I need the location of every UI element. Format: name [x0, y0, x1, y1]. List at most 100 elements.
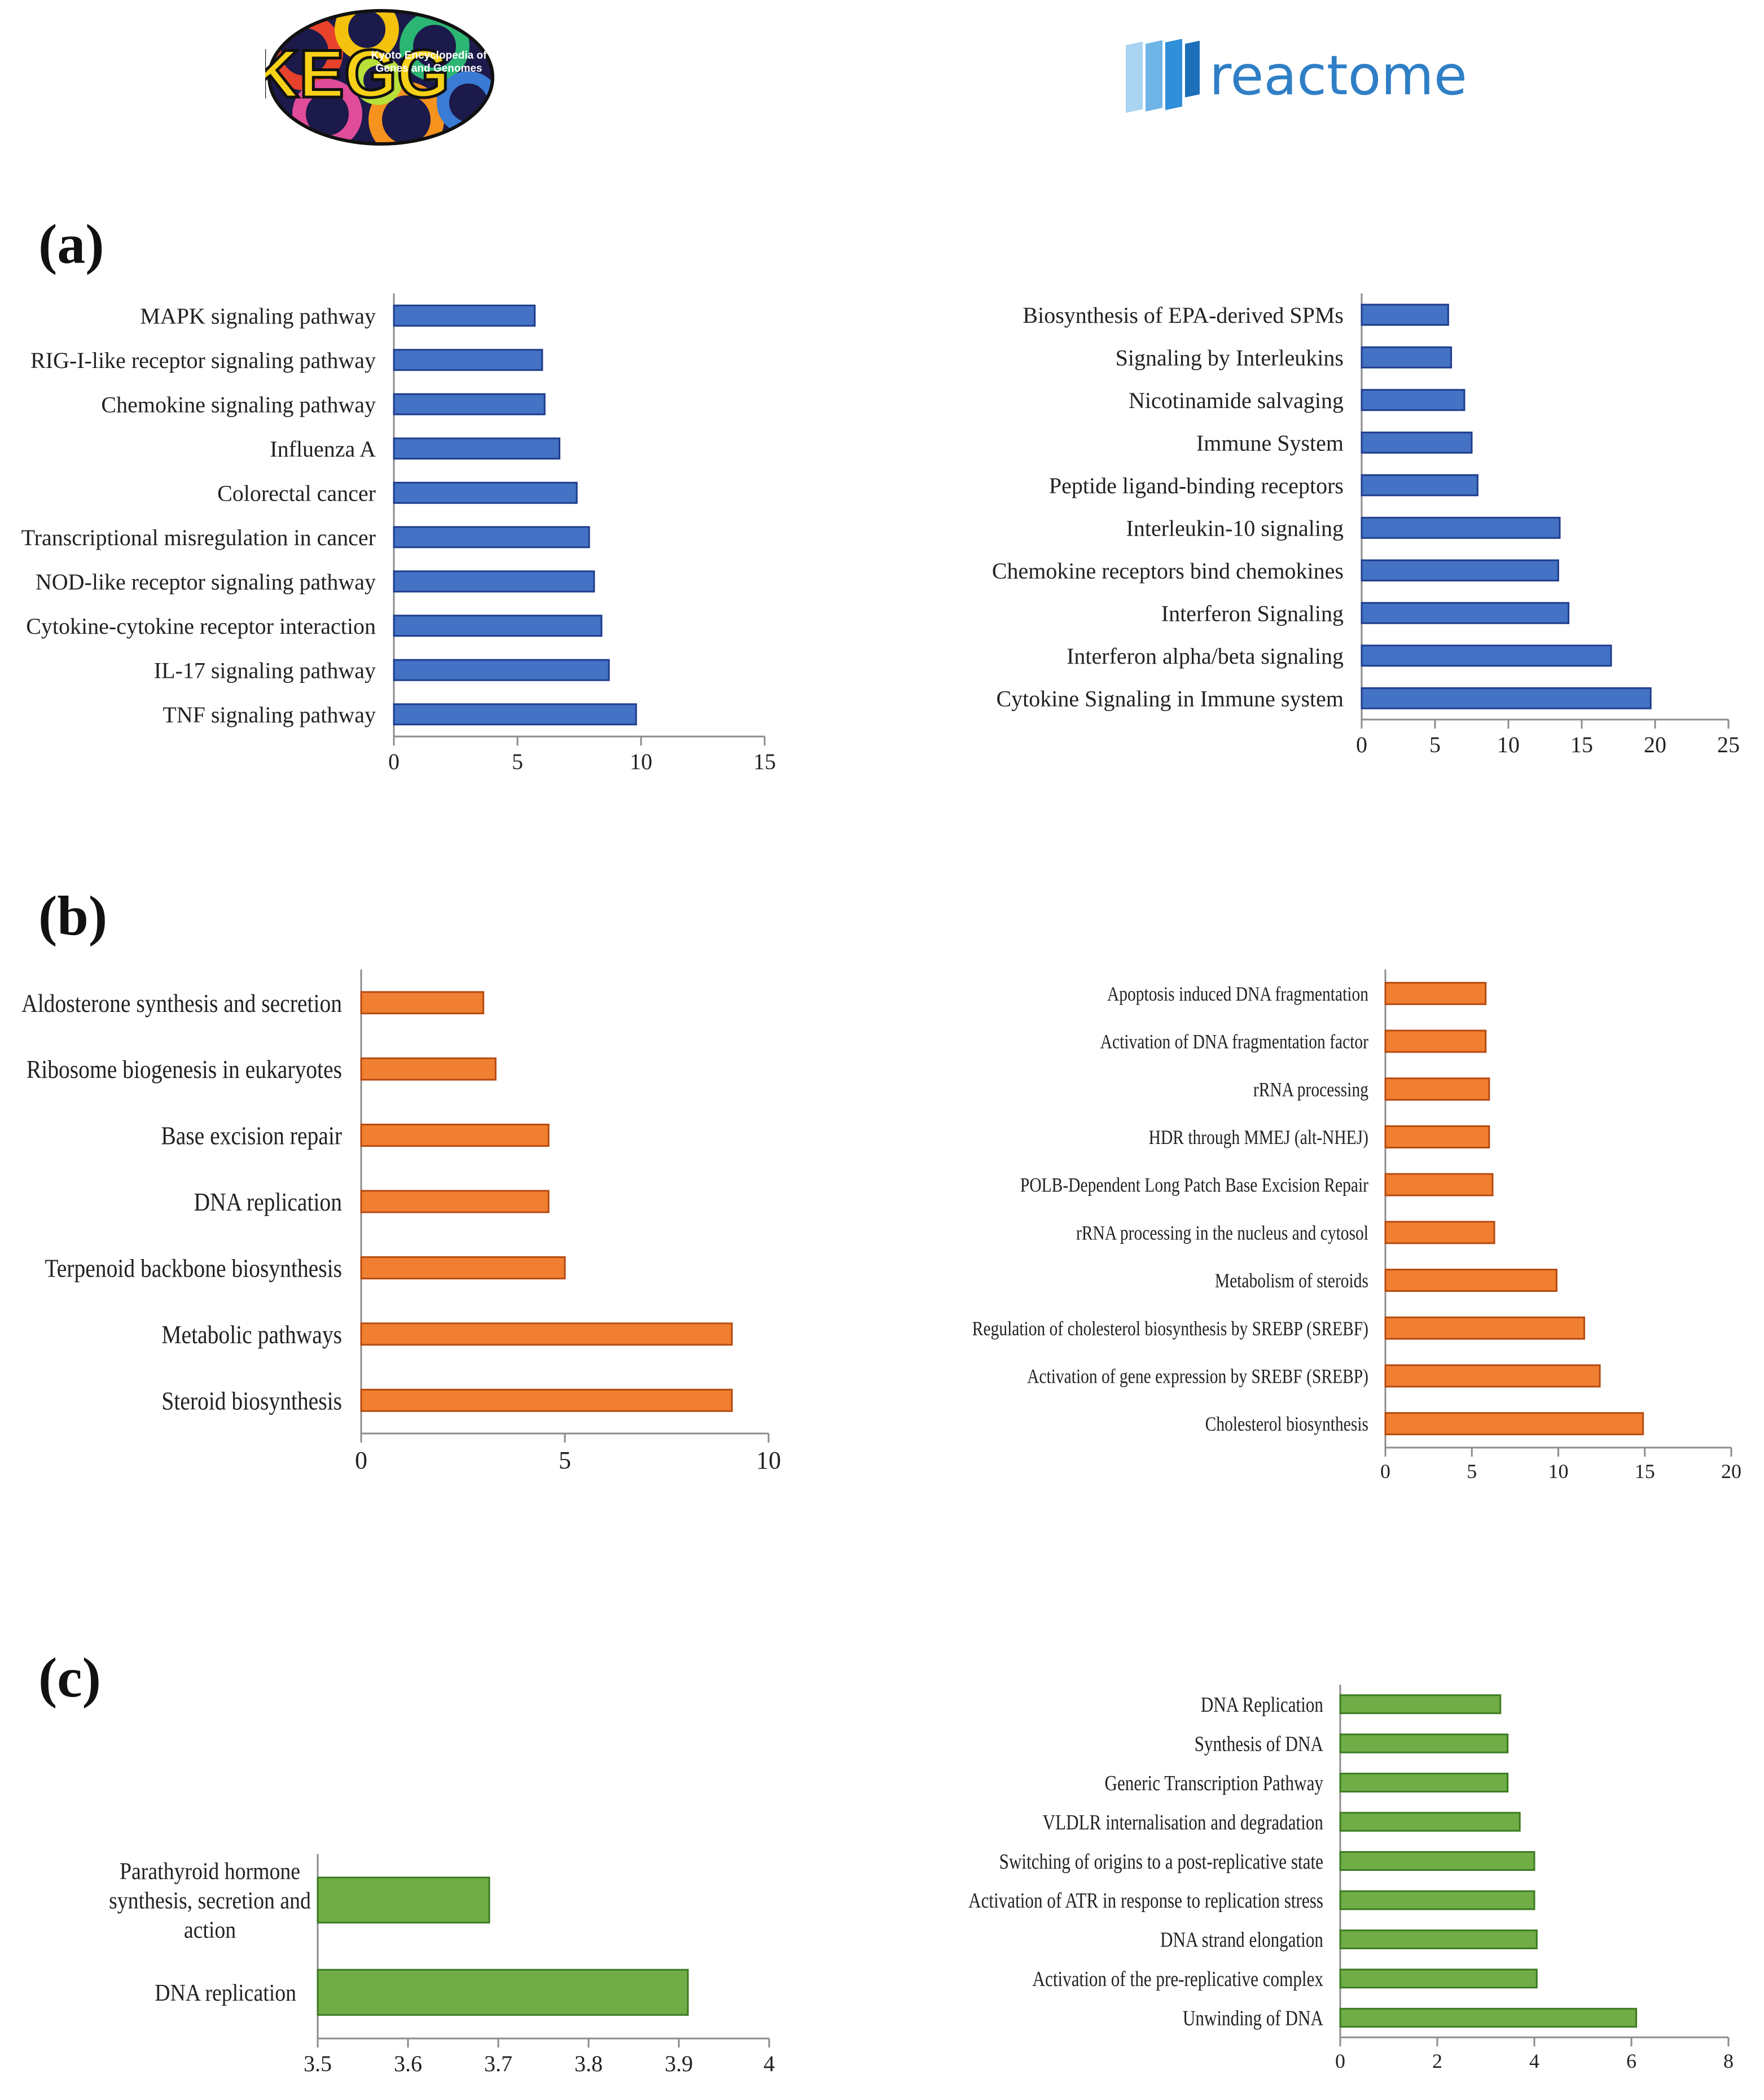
reactome-c-bar [1339, 1812, 1521, 1832]
reactome-b-category-label-group: Metabolism of steroids [1215, 1270, 1368, 1292]
reactome-c-category-label: DNA strand elongation [1160, 1928, 1323, 1952]
reactome-a-category-label-group: Interferon Signaling [1161, 600, 1344, 626]
kegg-a-category-label: Influenza A [270, 436, 376, 462]
reactome-a-tick-label: 25 [1717, 732, 1740, 757]
reactome-a-bar [1361, 304, 1449, 326]
reactome-a-category-label-group: Interleukin-10 signaling [1126, 515, 1344, 541]
kegg-c-bar [317, 1877, 490, 1924]
reactome-a-category-label: Nicotinamide salvaging [1129, 388, 1344, 413]
panel-label-a: (a) [38, 213, 104, 275]
reactome-c-category-label-group: Generic Transcription Pathway [1104, 1771, 1323, 1795]
reactome-c-bar [1339, 1890, 1535, 1910]
kegg-a-category-label: TNF signaling pathway [163, 702, 376, 727]
reactome-logo: reactome [1126, 38, 1467, 113]
reactome-a-category-label-group: Immune System [1196, 430, 1344, 455]
reactome-b-category-label: Metabolism of steroids [1215, 1270, 1368, 1292]
reactome-c-tick-label: 6 [1626, 2050, 1636, 2072]
reactome-a-category-label-group: Interferon alpha/beta signaling [1067, 643, 1344, 669]
kegg-a-plot: 0 5 10 15 MAPK signaling pathway RIG-I-like r… [21, 293, 776, 774]
reactome-a-category-label-group: Nicotinamide salvaging [1129, 388, 1344, 413]
reactome-c-category-label: VLDLR internalisation and degradation [1043, 1810, 1323, 1834]
reactome-c-bar [1339, 1694, 1502, 1715]
reactome-c-category-label-group: Unwinding of DNA [1183, 2006, 1323, 2031]
kegg-b-bar [360, 1190, 550, 1213]
kegg-a-category-label-group: RIG-I-like receptor signaling pathway [30, 348, 376, 373]
kegg-b-category-label: Aldosterone synthesis and secretion [21, 989, 342, 1018]
reactome-b-bar [1384, 1221, 1495, 1244]
kegg-a-category-label-group: NOD-like receptor signaling pathway [36, 569, 376, 594]
kegg-c-category-label-line: Parathyroid hormone [120, 1858, 300, 1884]
kegg-a-category-label-group: Cytokine-cytokine receptor interaction [26, 613, 376, 639]
kegg-c-tick-label: 3.6 [394, 2051, 422, 2076]
reactome-b-tick-label: 10 [1548, 1460, 1569, 1483]
reactome-b-category-label: POLB-Dependent Long Patch Base Excision … [1020, 1174, 1368, 1196]
reactome-b-category-label: Activation of gene expression by SREBF (… [1027, 1366, 1368, 1388]
reactome-c-category-label: Switching of origins to a post-replicati… [999, 1849, 1323, 1874]
reactome-a-category-label-group: Cytokine Signaling in Immune system [996, 686, 1344, 711]
kegg-a-bar [393, 481, 578, 504]
reactome-b-category-label: Apoptosis induced DNA fragmentation [1107, 983, 1368, 1005]
reactome-a-category-label: Interferon Signaling [1161, 600, 1344, 626]
kegg-b-bar [360, 1322, 733, 1346]
kegg-c-tick-label: 3.9 [665, 2051, 693, 2076]
reactome-c-category-label-group: VLDLR internalisation and degradation [1043, 1810, 1323, 1834]
kegg-b-category-label: Metabolic pathways [161, 1321, 342, 1349]
kegg-b-category-label-group: Aldosterone synthesis and secretion [21, 989, 342, 1018]
kegg-b-category-label: Terpenoid backbone biosynthesis [45, 1255, 342, 1283]
reactome-b-tick-label: 15 [1635, 1460, 1655, 1483]
reactome-c-category-label: Activation of ATR in response to replica… [968, 1888, 1323, 1913]
reactome-c-category-label-group: Switching of origins to a post-replicati… [999, 1849, 1323, 1874]
kegg-a-bar [393, 526, 590, 549]
reactome-a-tick-label: 15 [1570, 732, 1593, 757]
kegg-b-category-label-group: Ribosome biogenesis in eukaryotes [27, 1056, 342, 1084]
kegg-b-category-label: Ribosome biogenesis in eukaryotes [27, 1056, 342, 1084]
reactome-b-category-label: Regulation of cholesterol biosynthesis b… [972, 1318, 1368, 1340]
reactome-b-bar [1384, 1029, 1487, 1053]
reactome-c-category-label-group: DNA Replication [1201, 1693, 1323, 1717]
kegg-b-bar [360, 1057, 497, 1081]
kegg-b-category-label-group: DNA replication [194, 1188, 342, 1216]
kegg-b-category-label-group: Steroid biosynthesis [161, 1387, 342, 1415]
reactome-logo-text: reactome [1209, 44, 1467, 107]
reactome-b-category-label-group: Apoptosis induced DNA fragmentation [1107, 983, 1368, 1005]
reactome-c-category-label: Activation of the pre-replicative comple… [1033, 1967, 1323, 1991]
reactome-a-plot: 0 5 10 15 20 25 Biosynthesis of EPA-derived SP… [992, 293, 1740, 757]
kegg-b-tick-label: 0 [355, 1446, 367, 1474]
reactome-b-category-label: HDR through MMEJ (alt-NHEJ) [1149, 1126, 1368, 1148]
kegg-b-category-label-group: Base excision repair [161, 1122, 342, 1150]
reactome-a-tick-label: 5 [1429, 732, 1441, 757]
reactome-c-category-label-group: Activation of ATR in response to replica… [968, 1888, 1323, 1913]
kegg-c-tick-label: 3.8 [574, 2051, 603, 2076]
reactome-a-category-label-group: Signaling by Interleukins [1116, 345, 1344, 370]
reactome-c-bar [1339, 1969, 1538, 1989]
reactome-a-bar [1361, 346, 1453, 369]
reactome-c-tick-label: 2 [1432, 2050, 1442, 2072]
reactome-b-category-label-group: Activation of gene expression by SREBF (… [1027, 1366, 1368, 1388]
kegg-logo-text: KEGG [265, 36, 450, 112]
reactome-a-bar [1361, 389, 1465, 411]
reactome-a-bar [1361, 559, 1559, 582]
reactome-a-tick-label: 20 [1644, 732, 1666, 757]
kegg-a-category-label-group: Influenza A [270, 436, 376, 462]
kegg-a-category-label: MAPK signaling pathway [140, 303, 376, 328]
reactome-c-category-label-group: DNA strand elongation [1160, 1928, 1323, 1952]
kegg-a-category-label: IL-17 signaling pathway [154, 657, 376, 683]
reactome-mark-icon [1126, 38, 1200, 113]
reactome-a-category-label-group: Chemokine receptors bind chemokines [992, 558, 1344, 584]
reactome-a-bar [1361, 474, 1478, 497]
panel-label-c: (c) [38, 1646, 101, 1709]
kegg-b-category-label-group: Terpenoid backbone biosynthesis [45, 1255, 342, 1283]
reactome-a-bar [1361, 516, 1561, 539]
kegg-c-category-label: Parathyroid hormone synthesis, secretion … [109, 1858, 311, 1943]
kegg-c-category-label-group: Parathyroid hormone synthesis, secretion … [109, 1858, 311, 1943]
kegg-a-category-label: Chemokine signaling pathway [101, 392, 376, 417]
kegg-c-category-label-line: synthesis, secretion and [109, 1887, 311, 1914]
reactome-c-bar [1339, 1929, 1538, 1949]
kegg-b-tick-label: 10 [756, 1446, 781, 1474]
reactome-c-category-label: DNA Replication [1201, 1693, 1323, 1717]
reactome-c-category-label-group: Synthesis of DNA [1195, 1732, 1323, 1756]
kegg-logo: KEGG Kyoto Encyclopedia of Genes and Gen… [265, 9, 494, 146]
kegg-a-bar [393, 570, 595, 593]
reactome-b-tick-label: 20 [1721, 1460, 1741, 1483]
